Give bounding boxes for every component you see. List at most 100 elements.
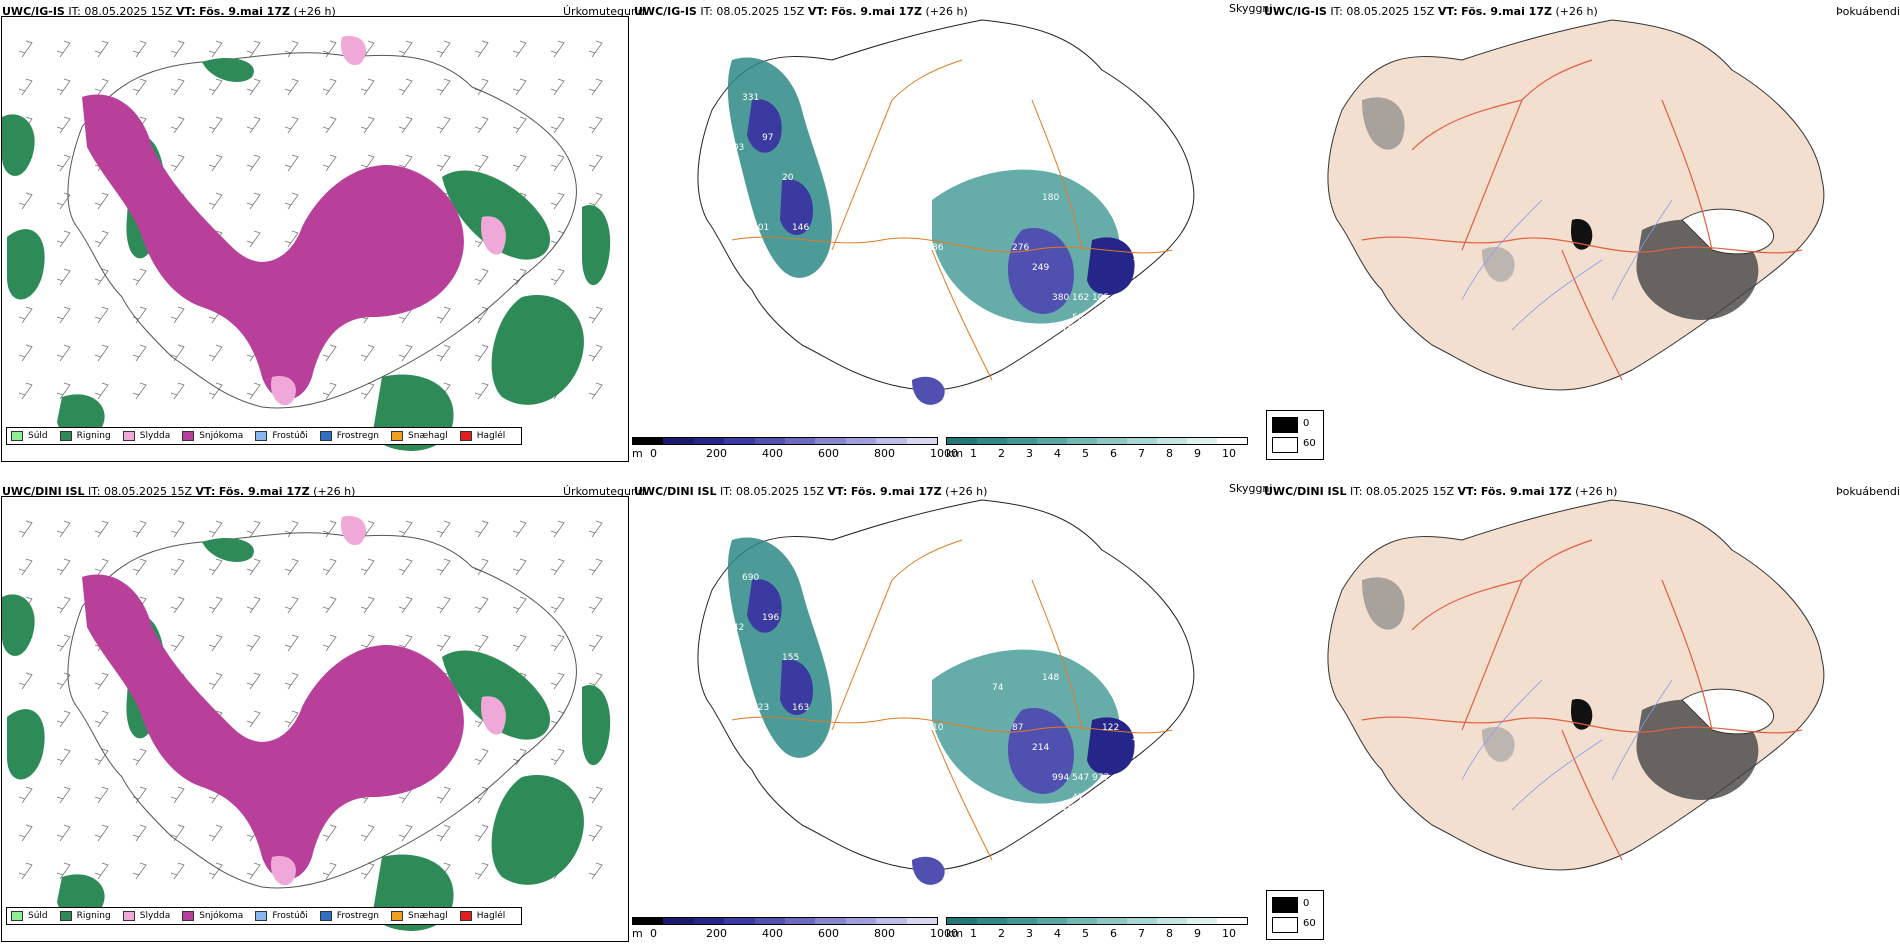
wind-barb (436, 786, 451, 804)
legend-label: Rigning (76, 431, 111, 441)
cloud-base-label: 87 (882, 703, 893, 713)
legend-swatch (59, 911, 72, 921)
wind-barb (132, 748, 147, 766)
wind-barb (322, 154, 337, 172)
wind-barb (18, 306, 33, 324)
wind-barb (588, 786, 603, 804)
fog-map (1327, 19, 1825, 391)
cloud-base-label: 86 (932, 243, 944, 253)
vt-value: Fös. 9.mai 17Z (1461, 5, 1552, 18)
wind-barb (512, 154, 527, 172)
wind-barb (284, 154, 299, 172)
km-tick: 2 (998, 927, 1005, 940)
vt-value: Fös. 9.mai 17Z (218, 485, 310, 498)
height-tick: 200 (706, 447, 727, 460)
fog-map (1327, 499, 1825, 871)
wind-barb (360, 344, 375, 362)
cloud-base-label: 76 (1062, 323, 1074, 333)
legend-swatch (11, 431, 23, 441)
wind-barb (474, 40, 489, 58)
wind-barb (18, 786, 33, 804)
legend-swatch (319, 911, 332, 921)
wind-barb (132, 40, 147, 58)
wind-barb (170, 40, 185, 58)
cloud-base-label: 52 (1142, 273, 1153, 283)
cloud-base-label: 94 (922, 743, 934, 753)
cloud-base-label: 380 (1052, 293, 1069, 303)
wind-barb (322, 558, 337, 576)
height-unit: m (632, 447, 643, 460)
wind-barb (56, 230, 71, 248)
wind-barb (94, 78, 109, 96)
wind-barb (550, 748, 565, 766)
wind-barb (588, 382, 603, 400)
wind-barb (512, 520, 527, 538)
roads (1361, 539, 1803, 861)
wind-barb (360, 558, 375, 576)
wind-barb (474, 748, 489, 766)
lead-time: (+26 h) (945, 485, 988, 498)
cloud-base-label: 107 (772, 783, 789, 793)
wind-barb (94, 558, 109, 576)
wind-barb (322, 382, 337, 400)
it-label: IT: (1330, 5, 1343, 18)
fog-panel: UWC/DINI ISL IT: 08.05.2025 15Z VT: Fös.… (1262, 480, 1900, 950)
vt-label: VT: (827, 485, 848, 498)
cloud-base-label: 242 (727, 623, 744, 633)
km-colorbar (946, 437, 1248, 445)
wind-barb (284, 634, 299, 652)
height-tick: 400 (762, 447, 783, 460)
wind-barb (132, 786, 147, 804)
height-tick: 600 (818, 447, 839, 460)
cloud-areas (727, 57, 1135, 405)
wind-barb (588, 344, 603, 362)
wind-barb (436, 824, 451, 842)
cloud-panel: UWC/DINI ISL IT: 08.05.2025 15Z VT: Fös.… (632, 480, 1272, 950)
sleet-areas (271, 516, 506, 886)
fog-swatch-low (1272, 917, 1298, 933)
wind-barb (18, 40, 33, 58)
wind-barb (246, 40, 261, 58)
it-value: 08.05.2025 15Z (104, 485, 193, 498)
wind-barb (436, 520, 451, 538)
wind-barb (56, 596, 71, 614)
cloud-base-label: 58 (1072, 313, 1084, 323)
wind-barb (550, 558, 565, 576)
wind-barb (170, 862, 185, 880)
cloud-base-label: 196 (762, 613, 779, 623)
height-tick: 800 (874, 447, 895, 460)
wind-barb (170, 344, 185, 362)
cloud-base-label: 99 (682, 383, 694, 393)
wind-barb (550, 192, 565, 210)
legend-label: Frostregn (336, 911, 380, 921)
wind-barb (246, 672, 261, 690)
legend-label: Slydda (139, 911, 171, 921)
legend-item: Snæhagl (391, 911, 448, 921)
wind-barb (56, 862, 71, 880)
legend-item: Súld (11, 911, 48, 921)
wind-barb (436, 40, 451, 58)
cloud-base-label: 93 (942, 373, 953, 383)
cloud-base-label: 128 (752, 253, 769, 263)
wind-barb (56, 520, 71, 538)
wind-barb (588, 154, 603, 172)
wind-barb (170, 558, 185, 576)
fog-swatch-high (1272, 897, 1298, 913)
forecast-row: UWC/DINI ISL IT: 08.05.2025 15Z VT: Fös.… (0, 480, 1900, 950)
cloud-base-label: 123 (752, 703, 769, 713)
legend-swatch (319, 431, 332, 441)
wind-barb (474, 344, 489, 362)
wind-barb (398, 40, 413, 58)
wind-barb (56, 672, 71, 690)
panel-header: UWC/DINI ISL IT: 08.05.2025 15Z VT: Fös.… (1264, 485, 1617, 498)
snow-areas (82, 94, 464, 400)
km-tick: 8 (1166, 927, 1173, 940)
wind-barb (132, 78, 147, 96)
wind-barb (56, 192, 71, 210)
cloud-map: 690 242 196 155 163 123 43 11 10 94 89 137 151 148 87 2… (682, 499, 1195, 885)
height-tick: 0 (650, 927, 657, 940)
panel-header: UWC/DINI ISL IT: 08.05.2025 15Z VT: Fös.… (2, 485, 355, 498)
wind-barb (398, 634, 413, 652)
wind-barb (246, 230, 261, 248)
fog-title: Þokuábendi (1836, 485, 1900, 498)
